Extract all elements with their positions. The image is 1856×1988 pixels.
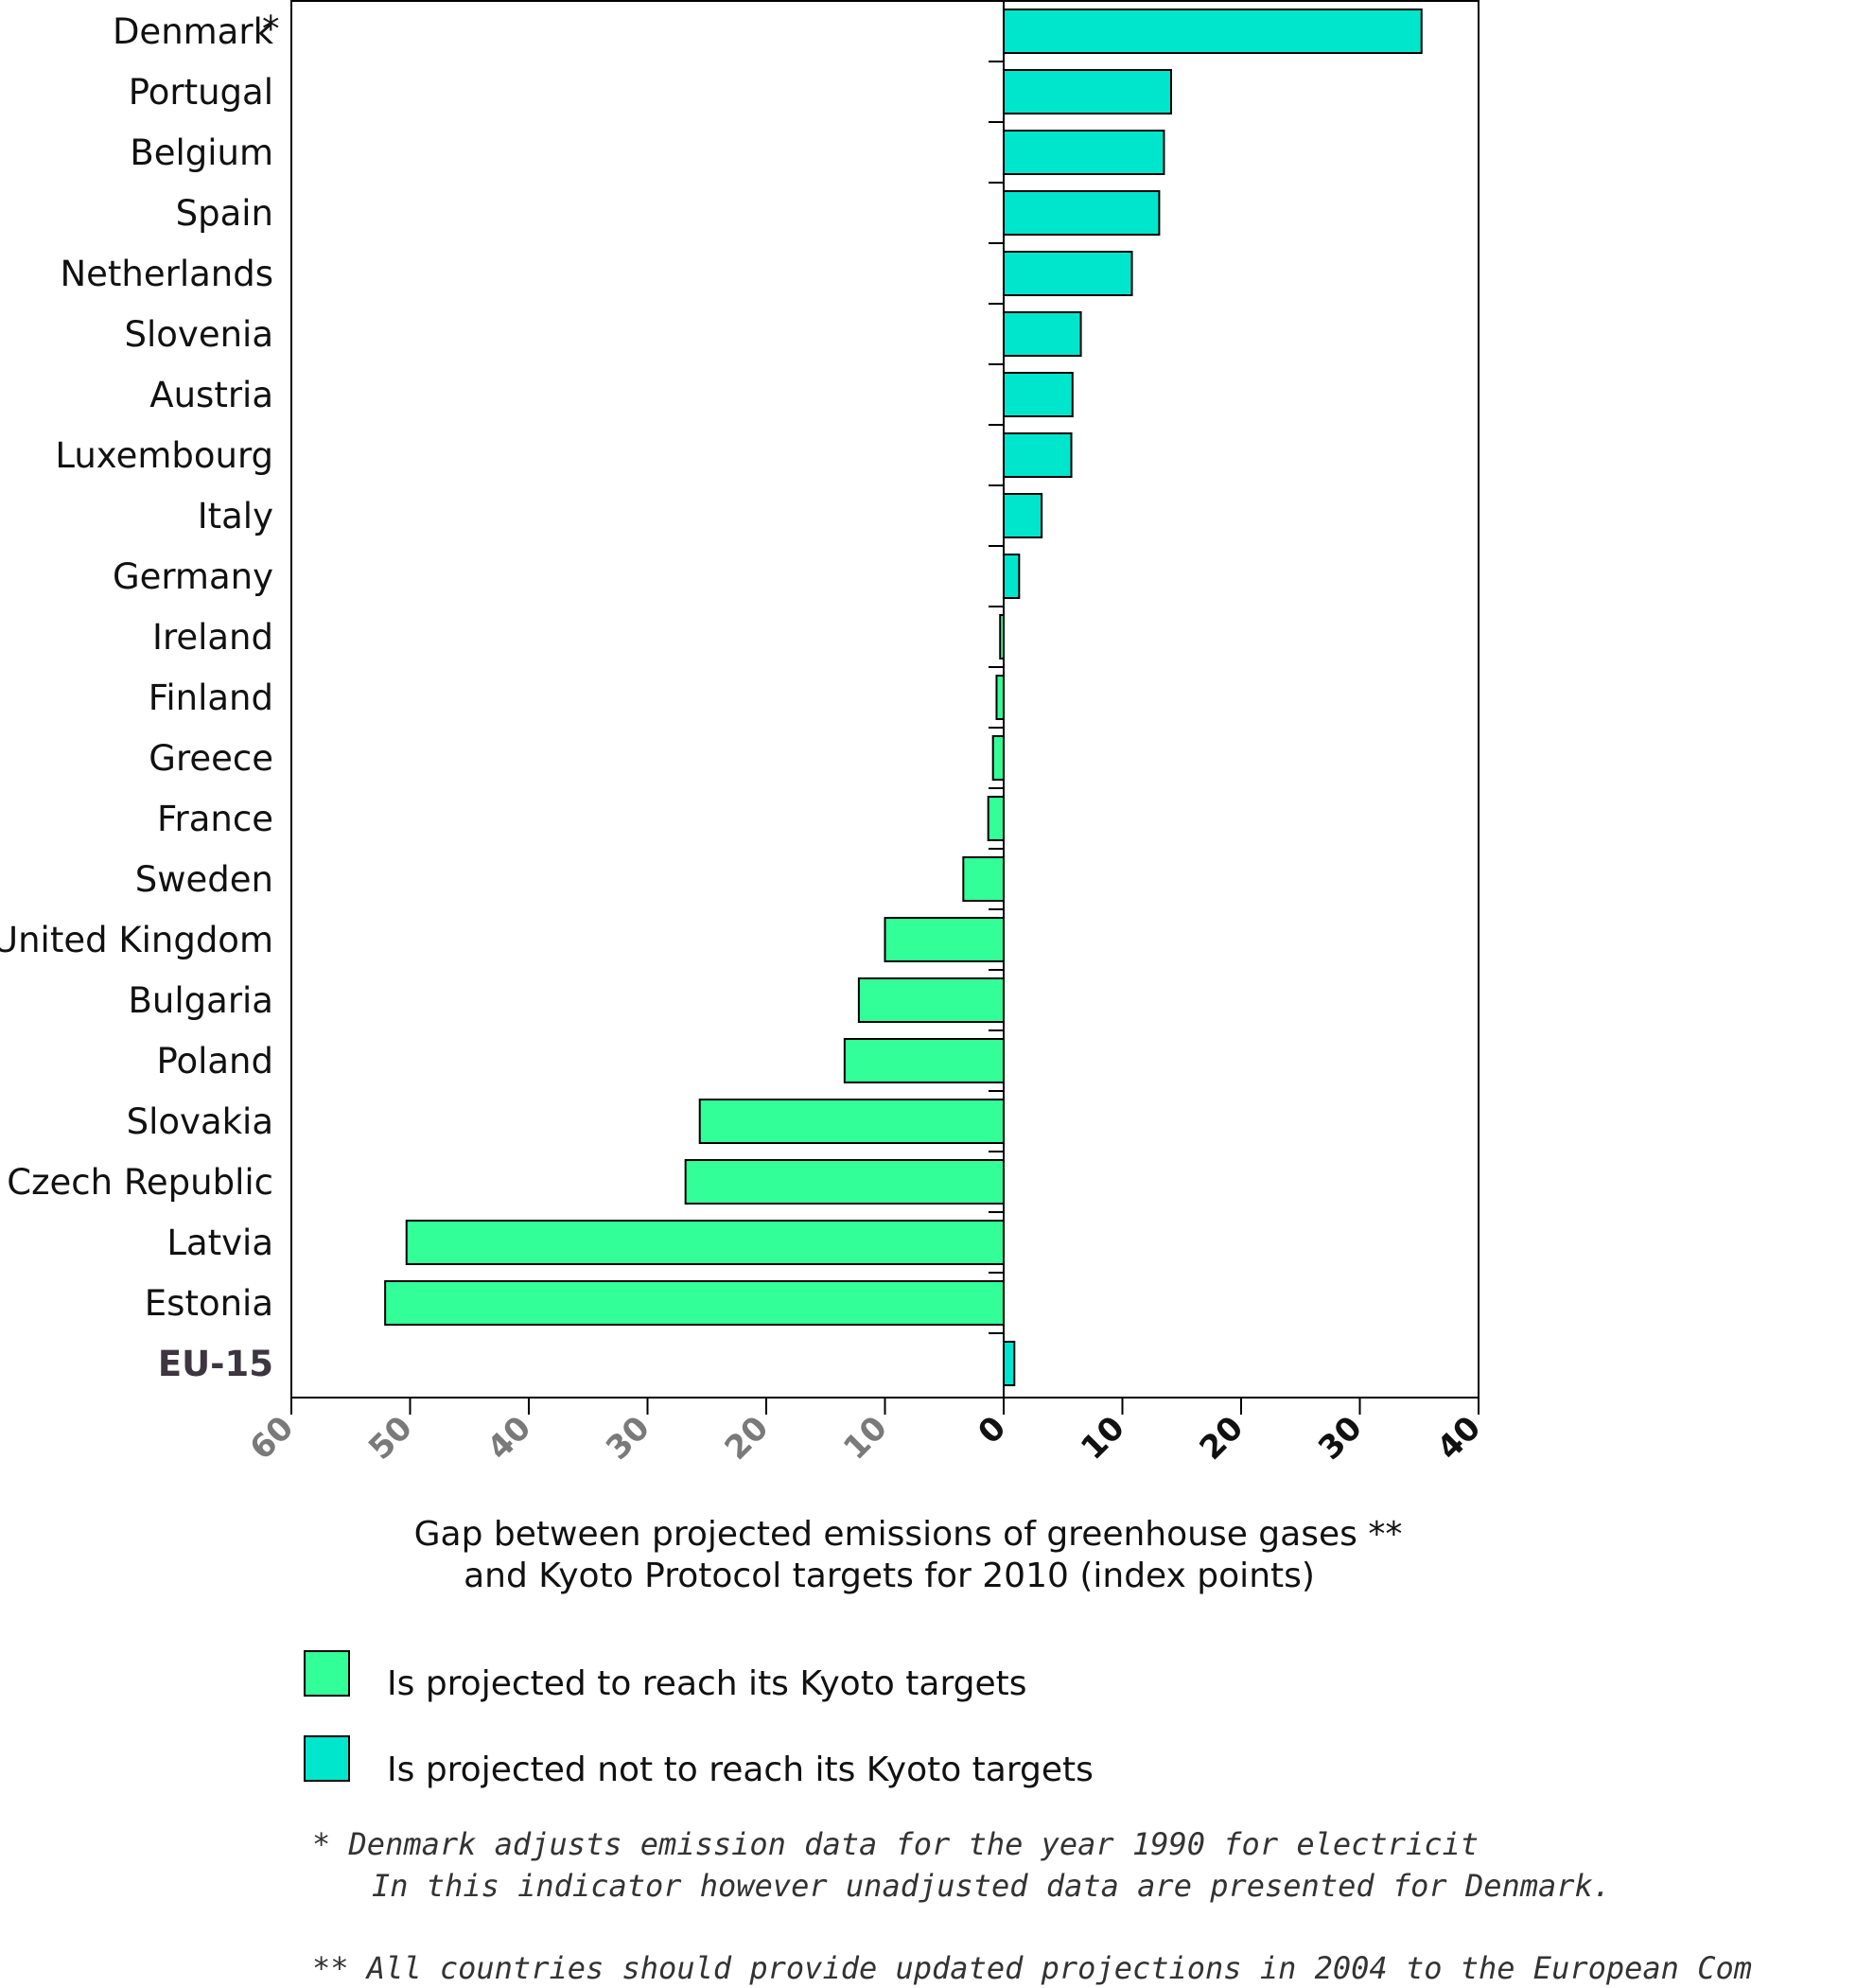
x-tick-label: 20 (1193, 1409, 1252, 1468)
category-label-estonia: Estonia (145, 1283, 273, 1324)
category-label-denmark: Denmark (113, 11, 274, 52)
category-label-poland: Poland (156, 1041, 273, 1082)
category-label-netherlands: Netherlands (60, 254, 273, 294)
category-label-united-kingdom: United Kingdom (0, 920, 273, 960)
category-mark-denmark: * (262, 9, 280, 49)
bar-finland (995, 675, 1005, 720)
bar-france (987, 796, 1006, 841)
bar-italy (1003, 493, 1043, 538)
x-axis-title-line-1: Gap between projected emissions of green… (414, 1515, 1403, 1554)
legend-swatch-not-reach (304, 1735, 350, 1782)
bar-portugal (1003, 69, 1172, 114)
bar-latvia (405, 1220, 1005, 1265)
x-tick-label: 10 (836, 1409, 895, 1468)
bar-austria (1003, 372, 1074, 417)
category-label-france: France (157, 799, 273, 839)
x-tick-label: 30 (599, 1409, 657, 1468)
bar-belgium (1003, 130, 1165, 175)
category-label-ireland: Ireland (152, 617, 273, 658)
category-label-sweden: Sweden (135, 859, 273, 900)
bar-czech-republic (684, 1159, 1005, 1205)
x-tick-label: 0 (971, 1409, 1013, 1451)
bar-luxembourg (1003, 432, 1073, 478)
bar-eu-15 (1003, 1341, 1016, 1386)
bar-sweden (962, 856, 1006, 902)
bar-slovenia (1003, 311, 1082, 357)
category-label-greece: Greece (149, 738, 273, 779)
category-label-czech-republic: Czech Republic (7, 1162, 273, 1203)
bar-denmark (1003, 9, 1423, 54)
x-tick-label: 10 (1074, 1409, 1132, 1468)
legend: Is projected to reach its Kyoto targets … (304, 1650, 1094, 1789)
category-label-slovenia: Slovenia (125, 314, 273, 355)
bar-bulgaria (857, 977, 1006, 1023)
category-label-finland: Finland (149, 677, 273, 718)
legend-swatch-reach (304, 1650, 350, 1697)
bar-united-kingdom (884, 917, 1005, 962)
bar-germany (1003, 554, 1021, 599)
x-tick-label: 40 (481, 1409, 539, 1468)
x-tick-label: 50 (361, 1409, 420, 1468)
x-tick-label: 20 (718, 1409, 777, 1468)
legend-label-not-reach: Is projected not to reach its Kyoto targ… (387, 1750, 1094, 1789)
bar-ireland (999, 614, 1005, 660)
footnote-3: ** All countries should provide updated … (312, 1950, 1752, 1986)
category-label-portugal: Portugal (129, 72, 273, 113)
category-label-slovakia: Slovakia (127, 1101, 273, 1142)
x-tick-label: 30 (1311, 1409, 1370, 1468)
footnote-1: * Denmark adjusts emission data for the … (312, 1826, 1479, 1862)
x-tick-label: 40 (1430, 1409, 1489, 1468)
bar-netherlands (1003, 251, 1133, 296)
category-label-luxembourg: Luxembourg (55, 435, 273, 476)
category-label-germany: Germany (113, 556, 273, 597)
bar-poland (843, 1038, 1006, 1083)
bar-greece (991, 735, 1005, 781)
x-axis-title-line-2: and Kyoto Protocol targets for 2010 (ind… (464, 1557, 1315, 1595)
category-label-austria: Austria (149, 375, 273, 415)
category-label-eu-15: EU-15 (158, 1344, 273, 1384)
footnote-2: In this indicator however unadjusted dat… (372, 1868, 1611, 1904)
category-label-latvia: Latvia (166, 1223, 273, 1263)
bar-estonia (384, 1280, 1005, 1326)
category-label-italy: Italy (198, 496, 273, 537)
bar-spain (1003, 190, 1161, 236)
legend-label-reach: Is projected to reach its Kyoto targets (387, 1664, 1027, 1703)
category-label-belgium: Belgium (130, 132, 273, 173)
x-tick-label: 60 (243, 1409, 302, 1468)
category-label-bulgaria: Bulgaria (129, 980, 273, 1021)
category-label-spain: Spain (176, 193, 273, 234)
footnotes: * Denmark adjusts emission data for the … (312, 1826, 1752, 1986)
bar-slovakia (698, 1099, 1005, 1144)
